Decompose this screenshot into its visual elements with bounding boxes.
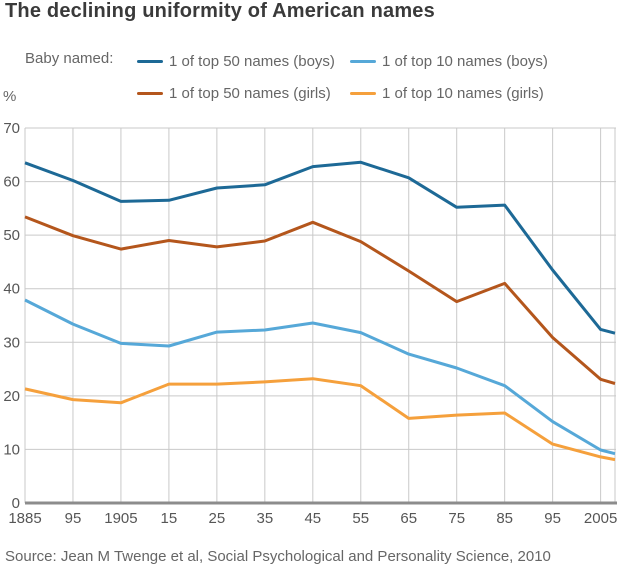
legend-item-top10-boys: 1 of top 10 names (boys) <box>350 50 548 72</box>
y-axis-tick-label: 70 <box>3 120 20 137</box>
x-axis-tick-label: 95 <box>65 510 82 527</box>
line-swatch-icon <box>350 59 376 63</box>
legend-label: 1 of top 10 names (boys) <box>382 52 548 70</box>
x-axis-tick-label: 65 <box>400 510 417 527</box>
legend-label: 1 of top 50 names (girls) <box>169 84 331 102</box>
y-axis-tick-label: 0 <box>12 495 20 512</box>
chart-title: The declining uniformity of American nam… <box>5 0 435 22</box>
source-attribution: Source: Jean M Twenge et al, Social Psyc… <box>5 548 551 565</box>
x-axis-tick-label: 1905 <box>104 510 137 527</box>
data-line-1-of-top-50-names-boys- <box>24 160 616 335</box>
x-axis-tick-label: 1885 <box>8 510 41 527</box>
line-swatch-icon <box>350 91 376 95</box>
legend-label: 1 of top 10 names (girls) <box>382 84 544 102</box>
data-line-1-of-top-10-names-girls- <box>24 377 616 462</box>
data-line-1-of-top-10-names-boys- <box>24 298 616 456</box>
chart-legend: Baby named: 1 of top 50 names (boys) 1 o… <box>25 50 548 104</box>
x-axis-tick-label: 85 <box>496 510 513 527</box>
y-axis-unit-label: % <box>3 88 17 105</box>
y-axis-tick-label: 20 <box>3 388 20 405</box>
legend-item-top10-girls: 1 of top 10 names (girls) <box>350 82 548 104</box>
x-axis-tick-label: 75 <box>448 510 465 527</box>
y-axis-tick-label: 30 <box>3 334 20 351</box>
line-swatch-icon <box>137 91 163 95</box>
x-axis-tick-label: 45 <box>304 510 321 527</box>
y-axis-tick-label: 60 <box>3 174 20 191</box>
x-axis-tick-label: 25 <box>209 510 226 527</box>
line-swatch-icon <box>137 59 163 63</box>
y-axis-tick-label: 10 <box>3 441 20 458</box>
x-axis-tick-label: 15 <box>161 510 178 527</box>
y-axis-tick-label: 40 <box>3 281 20 298</box>
legend-label: 1 of top 50 names (boys) <box>169 52 335 70</box>
legend-item-top50-girls: 1 of top 50 names (girls) <box>137 82 350 104</box>
legend-item-top50-boys: 1 of top 50 names (boys) <box>137 50 350 72</box>
data-line-1-of-top-50-names-girls- <box>24 215 616 385</box>
legend-prefix: Baby named: <box>25 50 114 67</box>
x-axis-tick-label: 55 <box>352 510 369 527</box>
x-axis-tick-label: 35 <box>256 510 273 527</box>
x-axis-tick-label: 2005 <box>584 510 617 527</box>
y-axis-tick-label: 50 <box>3 227 20 244</box>
x-axis-tick-label: 95 <box>544 510 561 527</box>
